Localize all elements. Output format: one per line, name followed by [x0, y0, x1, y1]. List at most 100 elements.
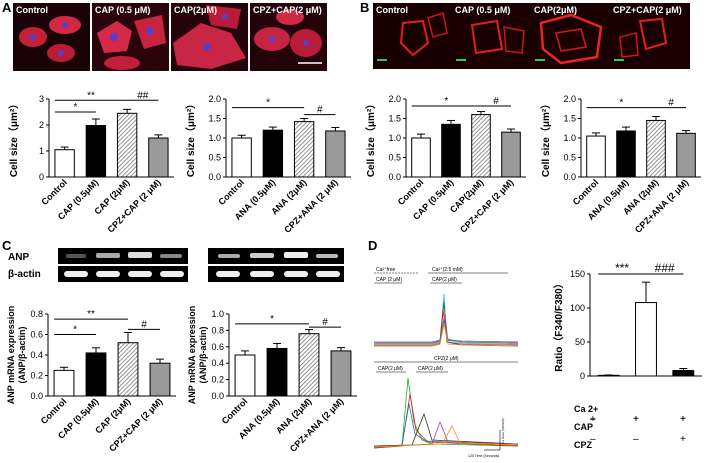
bar [116, 112, 138, 178]
significance-marker: ### [655, 261, 675, 275]
micro-b-0: Control [373, 3, 453, 69]
y-tick-label: 0.2 [30, 371, 43, 381]
micro-a-0: Control [13, 3, 90, 71]
image-label: Control [16, 5, 48, 15]
significance-marker: ** [87, 90, 95, 101]
y-tick-label: 0.4 [30, 350, 43, 360]
y-tick-label: 0.0 [30, 391, 43, 401]
image-label: CAP (0.5 μM) [95, 5, 151, 15]
bar [672, 370, 695, 377]
condition-mark: – [590, 414, 596, 425]
trace-group-bottom [373, 377, 519, 449]
panel-letter-c: C [2, 238, 12, 253]
y-tick-label: 1.0 [388, 133, 401, 143]
bar [231, 137, 252, 178]
bar [54, 149, 75, 178]
y-tick-label: 0 [580, 371, 585, 381]
y-tick-label: 0.5 [563, 153, 576, 163]
bar [53, 369, 75, 397]
significance-marker: # [317, 105, 323, 116]
image-label: CAP (0.5 μM) [455, 5, 511, 15]
y-axis-label: Cell size（μm²） [7, 99, 20, 177]
y-axis-label: Ratio（F340/F380） [552, 278, 565, 371]
gel-label-actin: β-actin [8, 269, 41, 280]
y-tick-label: 0.4 [211, 358, 224, 368]
y-axis-label: Cell size（μm²） [539, 99, 552, 177]
micro-b-1: CAP (0.5 μM) [452, 3, 532, 69]
y-tick-label: 2.0 [563, 94, 576, 104]
gel-actin-right [208, 266, 344, 282]
cell-image [171, 3, 248, 71]
condition-mark: + [633, 414, 639, 425]
condition-row-ca: Ca 2+ – + + [574, 404, 708, 425]
condition-mark: + [680, 434, 686, 445]
y-tick-label: 2.0 [208, 94, 221, 104]
significance-marker: ** [87, 309, 95, 320]
bar [646, 119, 666, 178]
y-tick-label: 0.0 [563, 172, 576, 182]
gel-bands [216, 271, 340, 277]
x-tick-label: CPZ+CAP (2 μM) [105, 177, 162, 234]
micro-b-2: CAP(2μM) [531, 3, 611, 69]
significance-marker: # [141, 319, 147, 330]
significance-marker: * [73, 102, 77, 113]
y-tick-label: 1.5 [563, 114, 576, 124]
y-tick-label: 0.8 [30, 309, 43, 319]
calcium-traces: Ca²⁺free Ca²⁺(2.5 mM) CAP (2 μM) CAP(2 μ… [373, 267, 519, 458]
significance-marker: * [73, 325, 77, 336]
significance-marker: * [444, 96, 448, 107]
y-tick-label: 3 [39, 94, 44, 104]
condition-mark: – [633, 434, 639, 445]
y-tick-label: 1.5 [208, 114, 221, 124]
condition-mark: + [680, 414, 686, 425]
condition-row-cpz: CPZ – – + [574, 434, 708, 456]
y-axis-label: ANP mRNA expression(ANP/β-actin) [6, 306, 27, 405]
image-label: CAP(2μM) [534, 5, 578, 15]
condition-mark: + [633, 414, 639, 425]
significance-marker: * [266, 98, 270, 109]
y-tick-label: 0.0 [211, 391, 224, 401]
condition-mark: – [590, 434, 596, 445]
bar [411, 137, 431, 178]
gel-bands [64, 271, 184, 277]
y-tick-label: 0.6 [30, 330, 43, 340]
y-tick-label: 2.0 [388, 94, 401, 104]
y-tick-label: 1.5 [388, 114, 401, 124]
bar [676, 132, 696, 178]
significance-marker: # [493, 96, 499, 107]
scalebar-y-label: 0.2 Ratio (340/380) [501, 418, 505, 444]
y-tick-label: 150 [570, 269, 585, 279]
y-tick-label: 0.6 [211, 342, 224, 352]
trace-label-cap1: CAP (2 μM) [376, 277, 402, 283]
y-tick-label: 1 [39, 146, 44, 156]
micro-b-3: CPZ+CAP(2 μM) [610, 3, 690, 69]
cell-image [92, 3, 169, 71]
bar [635, 302, 657, 377]
bar [293, 121, 315, 178]
x-tick-label: CPZ+CAP (2 μM) [458, 177, 515, 234]
y-tick-label: 0 [39, 172, 44, 182]
y-tick-label: 0.2 [211, 375, 224, 385]
y-tick-label: 100 [570, 303, 585, 313]
panel-letter-a: A [2, 0, 12, 15]
gel-bands [218, 252, 338, 258]
y-tick-label: 1.0 [563, 133, 576, 143]
bar [501, 131, 521, 178]
trace-label-cap2: CAP(2 μM) [432, 277, 457, 283]
condition-mark: + [590, 414, 596, 425]
bar [234, 354, 256, 397]
image-label: CPZ+CAP(2 μM) [253, 5, 322, 15]
panel-letter-d: D [368, 238, 378, 253]
significance-marker: * [270, 314, 274, 325]
y-tick-label: 0.5 [208, 153, 221, 163]
trace-label-cap4: CAP(2 μM) [418, 366, 443, 372]
scalebar-x-label: 120 Time (Seconds) [468, 454, 499, 458]
significance-marker: *** [615, 261, 629, 275]
y-axis-label: Cell size（μm²） [184, 99, 197, 177]
bar [471, 114, 491, 178]
x-tick-label: CPZ+ANA (2 μM) [633, 177, 691, 235]
gel-actin-left [58, 266, 188, 282]
